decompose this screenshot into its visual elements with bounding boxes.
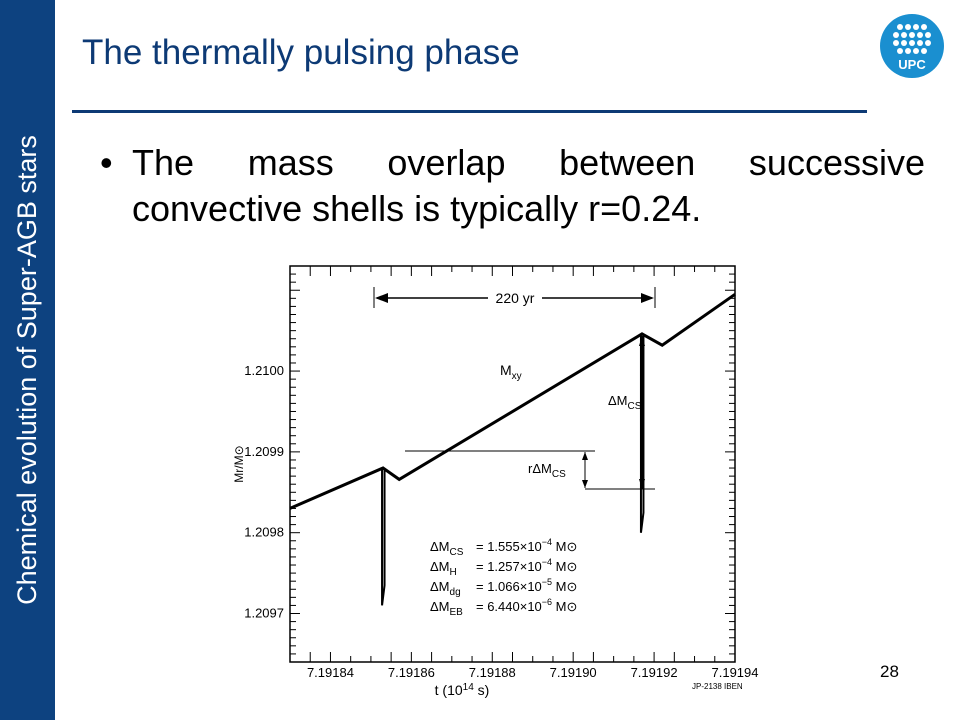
overlap-indicator: rΔMCS	[405, 450, 655, 490]
sidebar: Chemical evolution of Super-AGB stars	[0, 0, 55, 720]
chart: 7.19184 7.19186 7.19188 7.19190 7.19192 7.191…	[232, 265, 759, 699]
legend-entry: ΔMCS = 1.555×10−4 M⊙	[430, 537, 577, 558]
convective-shell-spikes	[381, 333, 645, 606]
axis-ticks	[289, 266, 736, 662]
x-tick-label: 7.19184	[307, 665, 354, 680]
x-tick-labels: 7.19184 7.19186 7.19188 7.19190 7.19192 7.191…	[307, 665, 759, 680]
overlap-label: rΔMCS	[528, 461, 566, 480]
y-tick-label: 1.2100	[244, 363, 284, 378]
x-tick-label: 7.19188	[469, 665, 516, 680]
delta-mcs-arrow-down	[639, 479, 645, 489]
page-number: 28	[880, 662, 899, 681]
delta-mcs-arrow-up	[639, 336, 645, 346]
interval-label: 220 yr	[496, 290, 535, 306]
y-axis-label: Mr/M⊙	[232, 445, 246, 482]
overlap-arrow-up	[582, 452, 588, 460]
convective-shell-spike	[381, 468, 386, 606]
slide-title: The thermally pulsing phase	[82, 33, 520, 72]
y-tick-labels: 1.2100 1.2099 1.2098 1.2097	[244, 363, 284, 620]
delta-mcs-indicator: ΔMCS	[608, 336, 645, 489]
x-tick-label: 7.19194	[712, 665, 759, 680]
legend-entry: ΔMdg = 1.066×10−5 M⊙	[430, 577, 577, 598]
y-tick-label: 1.2099	[244, 444, 284, 459]
title-divider	[72, 110, 867, 113]
convective-shell-spike	[639, 333, 645, 533]
mxy-label: Mxy	[500, 362, 522, 382]
delta-mcs-label: ΔMCS	[608, 393, 642, 412]
y-tick-label: 1.2097	[244, 606, 284, 621]
y-tick-label: 1.2098	[244, 525, 284, 540]
upc-logo: UPC	[880, 14, 944, 78]
interval-arrowhead-left	[375, 293, 388, 303]
x-tick-label: 7.19192	[631, 665, 678, 680]
mass-legend: ΔMCS = 1.555×10−4 M⊙ ΔMH = 1.257×10−4 M⊙ Δ…	[430, 537, 577, 618]
bullet-text: The mass overlap between successive conv…	[132, 142, 925, 229]
sidebar-title: Chemical evolution of Super-AGB stars	[12, 135, 42, 605]
legend-entry: ΔMH = 1.257×10−4 M⊙	[430, 557, 577, 578]
mxy-curve	[289, 293, 736, 510]
interval-arrow: 220 yr	[373, 287, 656, 308]
overlap-arrow-down	[582, 480, 588, 488]
legend-entry: ΔMEB = 6.440×10−6 M⊙	[430, 597, 577, 618]
x-tick-label: 7.19186	[388, 665, 435, 680]
interval-arrowhead-right	[641, 293, 654, 303]
x-axis-label: t (1014 s)	[435, 682, 490, 699]
x-tick-label: 7.19190	[550, 665, 597, 680]
bullet-dot: •	[100, 142, 113, 183]
bullet-point: • The mass overlap between successive co…	[100, 140, 925, 232]
figure-credit: JP-2138 IBEN	[692, 682, 743, 691]
figure: 7.19184 7.19186 7.19188 7.19190 7.19192 7.191…	[222, 244, 767, 708]
logo-dots	[893, 24, 931, 54]
logo-text: UPC	[898, 57, 926, 72]
